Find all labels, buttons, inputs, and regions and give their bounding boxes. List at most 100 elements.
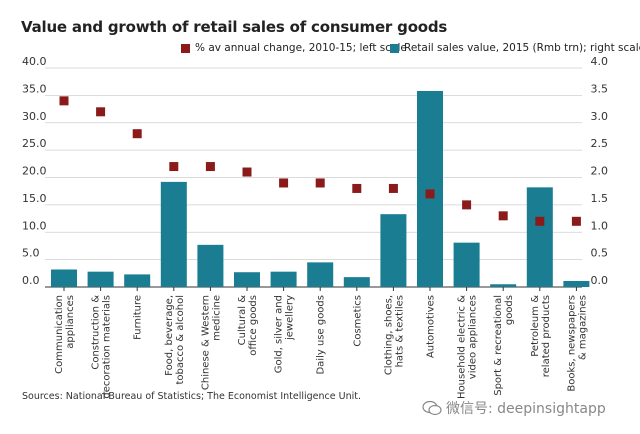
growth-marker	[462, 200, 472, 210]
left-axis: 0.0 5.0 10.0 15.0 20.0 25.0 30.0 35.0 40.0	[22, 55, 47, 287]
category-label: Books, newspapers & magazines	[566, 295, 588, 392]
category-label: Cultural & office goods	[237, 295, 259, 356]
growth-marker	[498, 211, 508, 221]
right-tick-label: 3.0	[591, 110, 609, 123]
growth-marker	[425, 189, 435, 199]
growth-marker	[352, 183, 362, 193]
category-label: Clothing, shoes, hats & textiles	[383, 295, 405, 375]
right-tick-label: 3.5	[591, 82, 609, 95]
legend-marker-growth	[181, 43, 190, 53]
category-label-line: hats & textiles	[394, 295, 405, 367]
bar	[453, 242, 480, 287]
category-label-line: Daily use goods	[316, 295, 327, 375]
category-label-line: Communication	[54, 295, 65, 374]
category-label: Automotives	[426, 295, 437, 358]
category-label-line: Chinese & Western	[200, 295, 211, 390]
left-tick-label: 10.0	[22, 219, 47, 232]
category-label: Cosmetics	[352, 295, 363, 347]
category-label: Food, beverage, tobacco & alcohol	[164, 295, 186, 385]
category-label-line: Furniture	[133, 295, 144, 340]
category-label-line: medicine	[211, 295, 222, 341]
category-label-line: jewellery	[285, 295, 296, 341]
left-tick-label: 20.0	[22, 165, 47, 178]
bar	[380, 214, 407, 287]
category-label: Daily use goods	[316, 295, 327, 375]
category-label: Communication appliances	[54, 295, 76, 374]
watermark-label: 微信号: deepinsightapp	[446, 401, 606, 417]
left-tick-label: 15.0	[22, 192, 47, 205]
legend-label-value: Retail sales value, 2015 (Rmb trn); righ…	[404, 42, 640, 54]
category-label-line: tobacco & alcohol	[175, 295, 186, 385]
left-tick-label: 0.0	[22, 274, 40, 287]
category-label-line: Gold, silver and	[274, 295, 285, 373]
category-label: Petroleum & related products	[530, 295, 552, 377]
bar	[343, 277, 370, 287]
left-tick-label: 25.0	[22, 137, 47, 150]
bar	[160, 181, 187, 287]
growth-marker	[59, 96, 69, 106]
category-label: Construction & decoration materials	[91, 295, 113, 399]
growth-marker	[279, 178, 289, 188]
right-tick-label: 4.0	[591, 55, 609, 68]
growth-marker	[169, 162, 179, 172]
left-tick-label: 5.0	[22, 247, 40, 260]
category-label-line: appliances	[65, 295, 76, 349]
source-note: Sources: National Bureau of Statistics; …	[22, 391, 361, 402]
category-label-line: decoration materials	[102, 295, 113, 399]
category-label-line: Books, newspapers	[566, 295, 577, 392]
bar	[526, 187, 553, 287]
growth-marker	[205, 162, 215, 172]
right-tick-label: 2.0	[591, 165, 609, 178]
category-label-line: related products	[541, 295, 552, 377]
right-tick-label: 1.0	[591, 219, 609, 232]
category-label-line: Cultural &	[237, 295, 248, 346]
watermark: 微信号: deepinsightapp	[422, 398, 606, 418]
chart-title: Value and growth of retail sales of cons…	[21, 18, 448, 36]
growth-marker	[96, 107, 106, 117]
category-label-line: video appliances	[468, 295, 479, 379]
wechat-icon	[422, 400, 442, 416]
right-tick-label: 1.5	[591, 192, 609, 205]
right-tick-label: 0.5	[591, 247, 609, 260]
left-tick-label: 35.0	[22, 82, 47, 95]
growth-marker	[571, 216, 581, 226]
growth-marker	[315, 178, 325, 188]
category-label-line: goods	[504, 295, 515, 325]
category-label: Chinese & Western medicine	[200, 295, 222, 390]
category-axis: Communication appliances Construction & dec…	[54, 287, 588, 399]
right-tick-label: 2.5	[591, 137, 609, 150]
bar	[490, 284, 517, 287]
gridlines	[45, 67, 582, 288]
legend: % av annual change, 2010-15; left scale …	[0, 42, 640, 58]
left-tick-label: 30.0	[22, 110, 47, 123]
legend-item-growth: % av annual change, 2010-15; left scale	[181, 42, 407, 54]
category-label-line: Petroleum &	[530, 295, 541, 357]
category-label-line: Cosmetics	[352, 295, 363, 347]
category-label-line: Sport & recreational	[493, 295, 504, 396]
left-tick-label: 40.0	[22, 55, 47, 68]
category-label-line: Construction &	[91, 295, 102, 370]
bar-series	[51, 90, 590, 288]
legend-label-growth: % av annual change, 2010-15; left scale	[195, 42, 407, 54]
bar	[51, 269, 77, 287]
bar	[417, 90, 443, 288]
right-axis: 0.0 0.5 1.0 1.5 2.0 2.5 3.0 3.5 4.0	[591, 55, 609, 287]
bar	[197, 244, 224, 287]
bar	[124, 274, 151, 287]
category-label: Household electric & video appliances	[457, 295, 479, 399]
category-label-line: Automotives	[426, 295, 437, 358]
legend-marker-value	[390, 43, 399, 53]
category-label: Sport & recreational goods	[493, 295, 515, 396]
category-label-line: Household electric &	[457, 295, 468, 399]
growth-marker	[242, 167, 252, 177]
growth-marker	[535, 216, 545, 226]
growth-marker	[132, 129, 142, 139]
category-label-line: Clothing, shoes,	[383, 295, 394, 375]
legend-item-value: Retail sales value, 2015 (Rmb trn); righ…	[390, 42, 640, 54]
bar	[234, 272, 260, 287]
category-label-line: Food, beverage,	[164, 295, 175, 376]
bar	[270, 271, 297, 287]
category-label: Gold, silver and jewellery	[274, 295, 296, 373]
bar	[307, 262, 334, 287]
